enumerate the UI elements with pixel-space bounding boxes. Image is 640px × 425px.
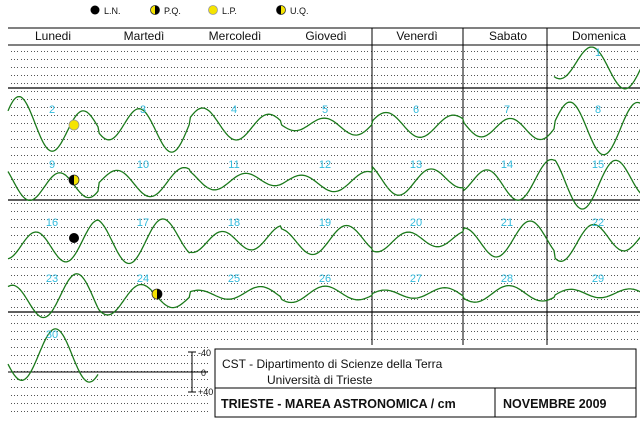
day-number: 30 [46, 329, 58, 341]
day-number: 5 [322, 104, 328, 116]
scale-bar: -40 0 +40 [188, 348, 213, 397]
day-number: 26 [319, 273, 331, 285]
day-number: 9 [49, 159, 55, 171]
tide-curves [7, 46, 640, 383]
weekday-label: Venerdì [396, 29, 437, 43]
day-number: 19 [319, 217, 331, 229]
day-number: 8 [595, 104, 601, 116]
tide-curve-week-3 [7, 158, 640, 210]
university-line: Università di Trieste [267, 373, 373, 387]
legend-new-icon [90, 5, 100, 15]
day-number: 12 [319, 159, 331, 171]
weekday-label: Domenica [572, 29, 626, 43]
day-number: 6 [413, 104, 419, 116]
day-number: 1 [595, 47, 601, 59]
scale-label-top: -40 [198, 348, 211, 358]
day-number: 16 [46, 217, 58, 229]
day-number: 24 [137, 273, 149, 285]
footer-box [214, 348, 637, 418]
day-number: 11 [228, 159, 239, 171]
legend-label: P.Q. [164, 6, 181, 16]
day-number: 23 [46, 273, 58, 285]
weekday-label: Sabato [489, 29, 527, 43]
moon-phase-markers [68, 119, 163, 300]
weekday-header: Lunedi Martedì Mercoledì Giovedì Venerdì Saba… [35, 29, 626, 43]
weekday-label: Martedì [124, 29, 165, 43]
tide-curve-week-4 [7, 218, 640, 265]
moon-new-icon [69, 233, 79, 243]
day-number: 10 [137, 159, 149, 171]
month-label: NOVEMBRE 2009 [503, 397, 607, 411]
legend-label: L.P. [222, 6, 237, 16]
day-number: 20 [410, 217, 422, 229]
day-number: 28 [501, 273, 513, 285]
moon-last-quarter-icon [68, 174, 80, 186]
moon-full-icon [68, 119, 80, 131]
legend-first-quarter-icon [150, 5, 160, 15]
scale-label-bottom: +40 [198, 387, 213, 397]
day-number: 7 [504, 104, 510, 116]
day-number: 3 [140, 104, 146, 116]
dotted-grid [8, 45, 640, 415]
institution-line: CST - Dipartimento di Scienze della Terr… [222, 357, 443, 371]
day-number: 22 [592, 217, 604, 229]
day-number: 13 [410, 159, 422, 171]
legend-last-quarter-icon [276, 5, 286, 15]
day-number: 14 [501, 159, 513, 171]
moon-first-quarter-icon [151, 288, 163, 300]
tide-curve-week-1 [553, 46, 640, 90]
day-number: 4 [231, 104, 237, 116]
tide-curve-week-2 [7, 95, 640, 156]
day-number: 17 [137, 217, 149, 229]
weekday-label: Lunedi [35, 29, 71, 43]
chart-title: TRIESTE - MAREA ASTRONOMICA / cm [221, 397, 456, 411]
tide-curve-week-6 [7, 328, 99, 383]
scale-label-mid: 0 [201, 368, 206, 378]
moon-legend: L.N. P.Q. L.P. U.Q. [90, 5, 309, 16]
day-number: 18 [228, 217, 240, 229]
weekday-label: Mercoledì [209, 29, 262, 43]
day-number: 29 [592, 273, 604, 285]
tide-curve-week-5 [7, 273, 640, 319]
day-number: 2 [49, 104, 55, 116]
day-number: 21 [501, 217, 513, 229]
legend-label: L.N. [104, 6, 121, 16]
legend-full-icon [208, 5, 218, 15]
weekday-label: Giovedì [305, 29, 346, 43]
day-number: 15 [592, 159, 604, 171]
legend-label: U.Q. [290, 6, 309, 16]
day-number: 25 [228, 273, 240, 285]
day-number: 27 [410, 273, 422, 285]
